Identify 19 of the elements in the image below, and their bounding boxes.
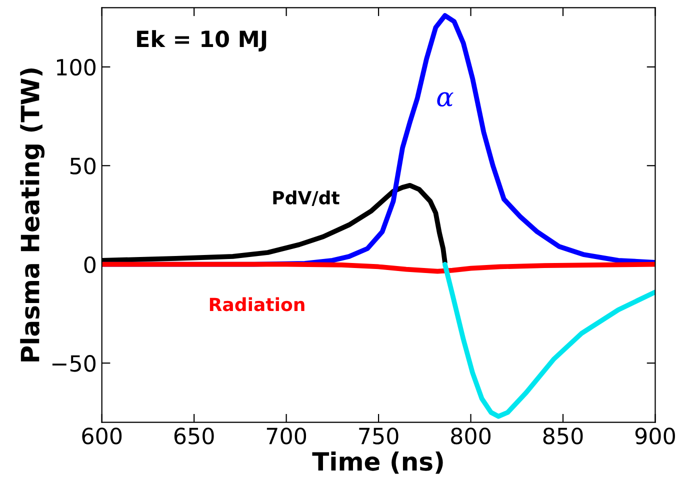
series-label: α <box>437 92 454 107</box>
line-series <box>442 262 656 419</box>
y-axis-title: Plasma Heating (TW) <box>20 68 45 362</box>
x-tick-label: 700 <box>266 428 306 444</box>
x-tick-label: 600 <box>82 428 122 444</box>
x-tick-label: 650 <box>174 428 214 444</box>
line-series <box>102 262 656 274</box>
y-tick-label: 100 <box>57 58 96 76</box>
annotation: Ek = 10 MJ <box>137 30 266 52</box>
x-tick-label: 800 <box>451 428 491 444</box>
x-tick-label: 900 <box>635 428 675 444</box>
x-tick-label: 750 <box>359 428 398 444</box>
y-tick-label: 0 <box>84 256 96 274</box>
y-tick-label: 50 <box>70 158 96 174</box>
y-tick-label: −50 <box>52 355 96 372</box>
series-label: Radiation <box>210 297 304 312</box>
series-label: PdV/dt <box>273 190 340 206</box>
x-tick-label: 850 <box>543 428 583 444</box>
x-axis-title: Time (ns) <box>312 451 443 474</box>
